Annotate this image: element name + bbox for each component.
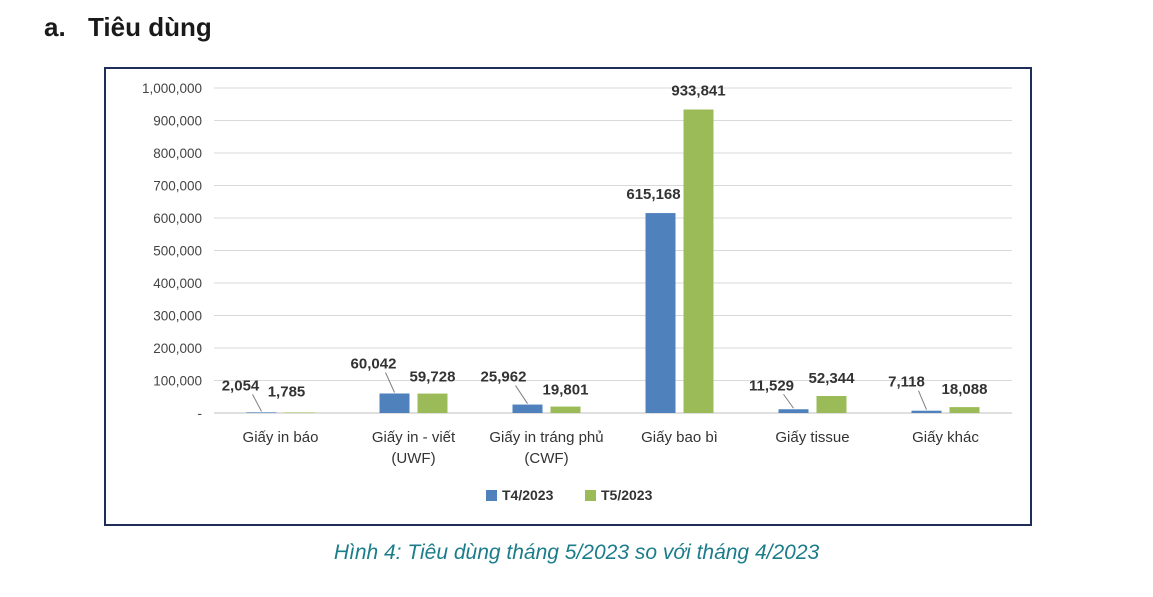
section-heading: a. Tiêu dùng	[44, 12, 212, 43]
bar-T4-2023	[379, 393, 410, 413]
x-category-label: Giấy in báo	[243, 429, 319, 446]
bar-chart: - 100,000 200,000 300,000 400,000 500,000 600,…	[142, 81, 1012, 503]
legend-label: T4/2023	[502, 487, 554, 503]
bar-T4-2023	[778, 409, 809, 413]
data-label: 7,118	[888, 374, 925, 391]
x-category-label: (CWF)	[524, 450, 568, 467]
data-label: 59,728	[410, 369, 456, 386]
bar-T5-2023	[949, 407, 980, 413]
y-tick-label: 200,000	[153, 341, 202, 356]
legend-swatch	[585, 490, 596, 501]
y-tick-label: -	[198, 406, 203, 421]
bar-T4-2023	[246, 412, 277, 413]
x-category-label: Giấy tissue	[775, 429, 849, 446]
x-category-label: Giấy in - viết	[372, 429, 456, 446]
label-leader-line	[783, 393, 794, 409]
bar-T4-2023	[512, 404, 543, 413]
bar-T4-2023	[911, 410, 942, 413]
x-category-label: Giấy bao bì	[641, 429, 718, 446]
bar-T5-2023	[417, 393, 448, 413]
data-label: 52,344	[809, 370, 856, 387]
data-label: 25,962	[481, 369, 527, 386]
data-label: 11,529	[749, 377, 794, 394]
section-number: a.	[44, 12, 66, 42]
data-label: 615,168	[626, 186, 680, 203]
section-title: Tiêu dùng	[88, 12, 212, 42]
bar-T4-2023	[645, 213, 676, 413]
label-leader-line	[385, 372, 395, 393]
legend-label: T5/2023	[601, 487, 653, 503]
y-tick-label: 500,000	[153, 244, 202, 259]
data-label: 19,801	[543, 382, 589, 399]
data-label: 1,785	[268, 383, 306, 400]
data-label: 18,088	[942, 381, 988, 398]
data-label: 60,042	[351, 355, 397, 372]
y-tick-label: 600,000	[153, 211, 202, 226]
y-tick-label: 400,000	[153, 276, 202, 291]
y-tick-label: 900,000	[153, 114, 202, 129]
x-category-label: Giấy khác	[912, 429, 979, 446]
chart-frame: - 100,000 200,000 300,000 400,000 500,000 600,…	[104, 67, 1032, 526]
label-leader-line	[252, 394, 262, 412]
data-label: 2,054	[222, 377, 260, 394]
bar-T5-2023	[816, 395, 847, 413]
legend-swatch	[486, 490, 497, 501]
y-tick-label: 800,000	[153, 146, 202, 161]
label-leader-line	[515, 385, 528, 404]
bar-T5-2023	[284, 412, 315, 413]
x-category-label: Giấy in tráng phủ	[489, 429, 603, 446]
y-tick-label: 300,000	[153, 309, 202, 324]
y-tick-label: 1,000,000	[142, 81, 202, 96]
bar-T5-2023	[550, 406, 581, 413]
figure-caption: Hình 4: Tiêu dùng tháng 5/2023 so với th…	[333, 541, 820, 564]
y-tick-label: 100,000	[153, 374, 202, 389]
data-label: 933,841	[671, 83, 725, 100]
y-tick-label: 700,000	[153, 179, 202, 194]
label-leader-line	[918, 390, 927, 410]
x-category-label: (UWF)	[391, 450, 435, 467]
bar-T5-2023	[683, 109, 714, 413]
